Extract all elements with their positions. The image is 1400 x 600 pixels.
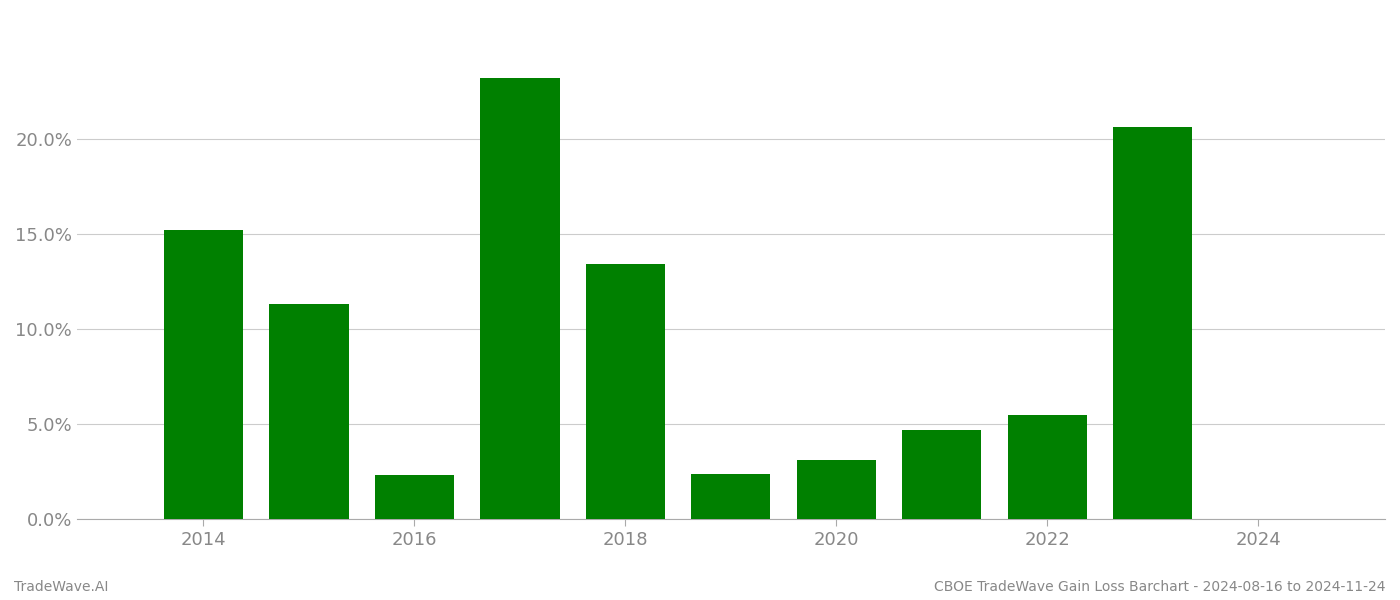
Text: TradeWave.AI: TradeWave.AI bbox=[14, 580, 108, 594]
Bar bbox=[1113, 127, 1193, 519]
Bar bbox=[269, 304, 349, 519]
Bar bbox=[692, 473, 770, 519]
Bar bbox=[903, 430, 981, 519]
Bar bbox=[375, 475, 454, 519]
Bar bbox=[164, 230, 244, 519]
Bar bbox=[1008, 415, 1086, 519]
Bar bbox=[585, 264, 665, 519]
Bar bbox=[480, 78, 560, 519]
Text: CBOE TradeWave Gain Loss Barchart - 2024-08-16 to 2024-11-24: CBOE TradeWave Gain Loss Barchart - 2024… bbox=[935, 580, 1386, 594]
Bar bbox=[797, 460, 876, 519]
